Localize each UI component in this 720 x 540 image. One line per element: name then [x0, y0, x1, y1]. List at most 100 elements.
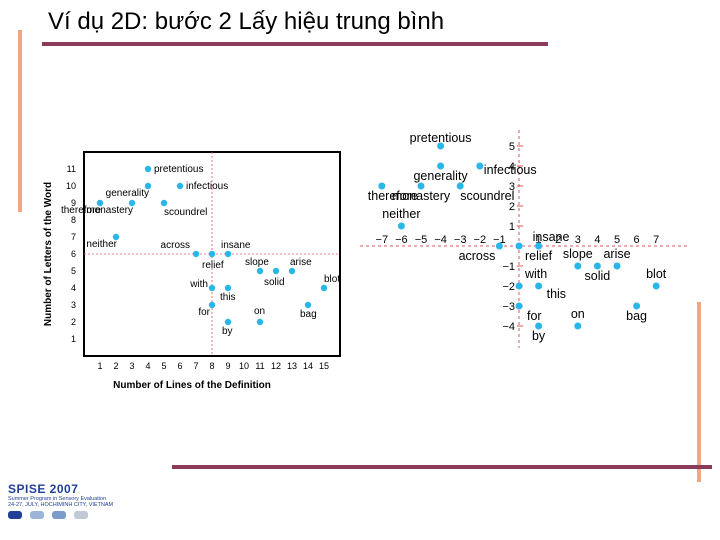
y-tick-label: 4 [509, 161, 515, 173]
data-point [208, 301, 216, 309]
y-tick-label: 3 [71, 300, 76, 310]
data-point [224, 318, 232, 326]
x-tick-label: 1 [536, 234, 542, 246]
x-tick-label: 4 [145, 361, 150, 371]
point-label: scoundrel [164, 207, 207, 218]
data-point [288, 267, 296, 275]
data-point [437, 162, 445, 170]
point-label: across [459, 249, 496, 263]
right-vertical-bar [697, 302, 701, 482]
y-tick-label: −4 [502, 321, 515, 333]
data-point [535, 242, 543, 250]
data-point [397, 222, 405, 230]
x-tick-label: 7 [653, 234, 659, 246]
x-tick-label: 1 [97, 361, 102, 371]
spise-logo: SPISE 2007 Summer Program in Sensory Eva… [8, 482, 158, 519]
point-label: blot [646, 267, 667, 281]
y-axis-label: Number of Letters of the Word [43, 182, 54, 326]
y-tick-label: 4 [71, 283, 76, 293]
data-point [208, 284, 216, 292]
data-point [304, 301, 312, 309]
data-point [378, 182, 386, 190]
y-tick-label: 9 [71, 198, 76, 208]
data-point [476, 162, 484, 170]
point-label: therefore [368, 189, 418, 203]
x-tick-label: 11 [255, 361, 264, 371]
point-label: with [524, 267, 547, 281]
point-label: with [189, 279, 208, 290]
data-point [456, 182, 464, 190]
point-label: generality [106, 188, 149, 199]
x-tick-label: 13 [287, 361, 297, 371]
data-point [112, 233, 120, 241]
data-point [633, 302, 641, 310]
y-tick-label: 3 [509, 181, 515, 193]
data-point [417, 182, 425, 190]
y-tick-label: 6 [71, 249, 76, 259]
x-axis-label: Number of Lines of the Definition [113, 380, 271, 391]
point-label: relief [202, 260, 224, 271]
point-label: by [222, 326, 233, 337]
y-tick-label: 10 [66, 181, 76, 191]
point-label: by [532, 329, 546, 343]
y-tick-label: −3 [502, 301, 515, 313]
x-tick-label: −1 [493, 234, 506, 246]
point-label: neither [86, 239, 117, 250]
data-point [144, 182, 152, 190]
x-tick-label: −6 [395, 234, 408, 246]
point-label: relief [525, 249, 553, 263]
data-point [535, 282, 543, 290]
point-label: insane [533, 230, 570, 244]
sponsor-logos [8, 511, 158, 519]
point-label: for [527, 309, 542, 323]
point-label: pretentious [410, 131, 472, 145]
x-tick-label: −4 [434, 234, 447, 246]
point-label: arise [290, 257, 312, 268]
point-label: infectious [186, 181, 228, 192]
data-point [437, 142, 445, 150]
data-point [515, 242, 523, 250]
data-point [160, 199, 168, 207]
point-label: neither [382, 207, 420, 221]
x-tick-label: −2 [474, 234, 487, 246]
data-point [652, 282, 660, 290]
x-tick-label: 14 [303, 361, 313, 371]
data-point [272, 267, 280, 275]
point-label: slope [563, 247, 593, 261]
point-label: monastery [86, 205, 133, 216]
point-label: pretentious [154, 164, 203, 175]
data-point [495, 242, 503, 250]
data-point [574, 322, 582, 330]
bottom-accent-bar [172, 465, 712, 469]
x-tick-label: 8 [209, 361, 214, 371]
slide-title: Ví dụ 2D: bước 2 Lấy hiệu trung bình [48, 8, 445, 35]
top-accent-bar [42, 42, 548, 46]
x-tick-label: 6 [177, 361, 182, 371]
sponsor-logo-1 [8, 511, 22, 519]
point-label: on [571, 307, 585, 321]
point-label: scoundrel [460, 189, 514, 203]
y-tick-label: −1 [502, 261, 515, 273]
point-label: this [547, 287, 566, 301]
data-point [96, 199, 104, 207]
data-point [515, 282, 523, 290]
point-label: monastery [392, 189, 451, 203]
y-tick-label: 1 [509, 221, 515, 233]
data-point [574, 262, 582, 270]
y-tick-label: 2 [509, 201, 515, 213]
logo-title: SPISE 2007 [8, 482, 79, 496]
logo-date-place: 24-27, JULY, HOCHIMINH CITY, VIETNAM [8, 502, 114, 508]
point-label: solid [585, 269, 611, 283]
point-label: this [220, 292, 236, 303]
point-label: slope [245, 257, 269, 268]
centered-scatter-chart: −7 −6 −5 −4 −3 −2 −1 1 2 3 4 5 6 7−4−3−2−112345preten… [360, 130, 690, 348]
data-point [535, 322, 543, 330]
x-tick-label: 3 [129, 361, 134, 371]
x-tick-label: −3 [454, 234, 467, 246]
logo-subtitle: Summer Program in Sensory Evaluation [8, 496, 107, 502]
point-label: solid [264, 277, 285, 288]
sponsor-logo-4 [74, 511, 88, 519]
point-label: insane [221, 240, 251, 251]
y-tick-label: 5 [71, 266, 76, 276]
data-point [256, 267, 264, 275]
